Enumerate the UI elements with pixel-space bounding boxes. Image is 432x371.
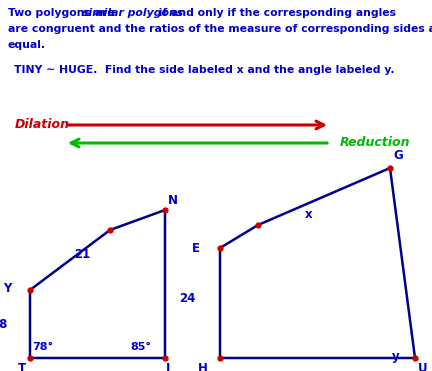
Text: N: N [168, 194, 178, 207]
Text: y: y [392, 350, 400, 363]
Text: E: E [192, 242, 200, 255]
Text: Reduction: Reduction [340, 137, 410, 150]
Text: x: x [305, 209, 313, 221]
Text: Dilation: Dilation [15, 118, 70, 131]
Text: 78°: 78° [32, 342, 53, 352]
Text: similar polygons: similar polygons [82, 8, 183, 18]
Text: G: G [393, 149, 403, 162]
Text: H: H [198, 362, 208, 371]
Text: equal.: equal. [8, 40, 46, 50]
Text: if and only if the corresponding angles: if and only if the corresponding angles [155, 8, 396, 18]
Text: Two polygons are: Two polygons are [8, 8, 118, 18]
Text: 85°: 85° [130, 342, 151, 352]
Text: are congruent and the ratios of the measure of corresponding sides are: are congruent and the ratios of the meas… [8, 24, 432, 34]
Text: I: I [166, 362, 170, 371]
Text: T: T [18, 362, 26, 371]
Text: U: U [418, 362, 428, 371]
Text: 21: 21 [74, 249, 90, 262]
Text: 24: 24 [180, 292, 196, 305]
Text: 18: 18 [0, 318, 8, 332]
Text: Y: Y [3, 282, 12, 295]
Text: TINY ∼ HUGE.  Find the side labeled x and the angle labeled y.: TINY ∼ HUGE. Find the side labeled x and… [14, 65, 394, 75]
